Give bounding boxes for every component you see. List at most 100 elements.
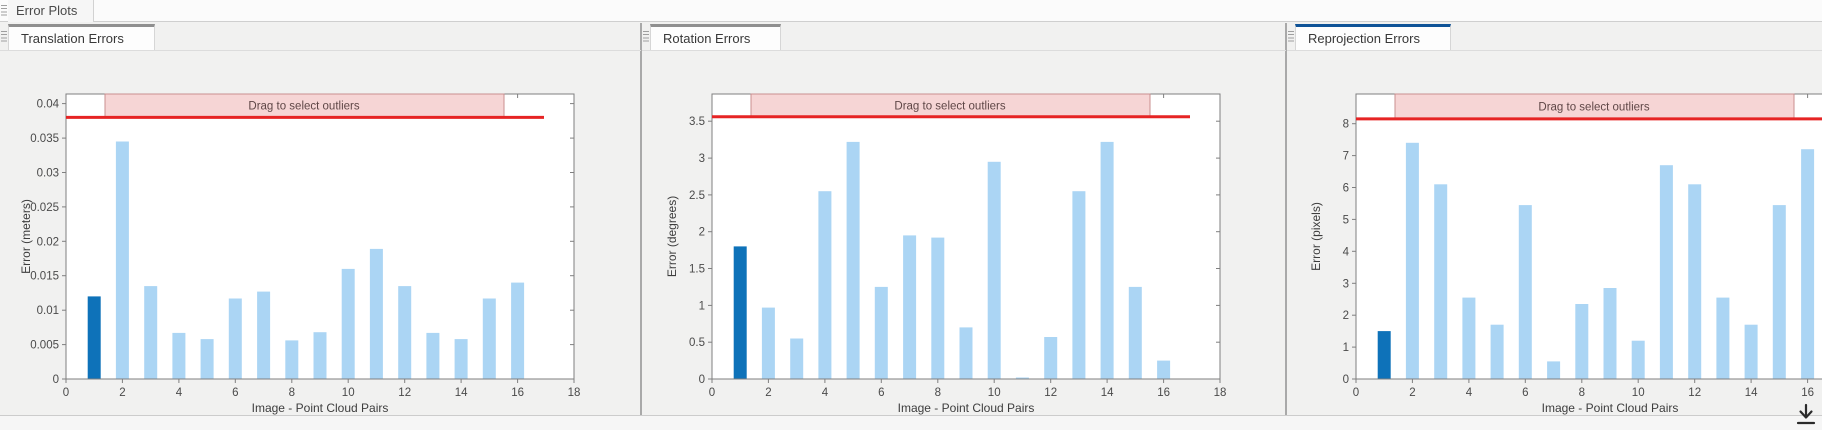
outlier-overlay-label: Drag to select outliers <box>248 101 359 113</box>
error-bar-pair-16[interactable] <box>1801 149 1815 379</box>
y-tick-label: 5 <box>1343 214 1349 226</box>
error-bar-pair-14[interactable] <box>1100 141 1114 379</box>
x-axis-label: Image - Point Cloud Pairs <box>898 401 1035 415</box>
error-bar-pair-12[interactable] <box>398 286 412 379</box>
error-bar-pair-1-selected[interactable] <box>1377 331 1391 379</box>
error-bar-pair-3[interactable] <box>144 286 158 379</box>
rotation-errors-chart-area: 0 2 4 6 8 10 12 14 16 18 0 0.5 1 1.5 2 2.5 3 3.5 Drag to s… <box>642 23 1286 415</box>
y-axis-label: Error (meters) <box>19 199 33 274</box>
error-bar-pair-4[interactable] <box>172 332 186 379</box>
error-bar-pair-9[interactable] <box>313 332 327 379</box>
reprojection-errors-chart-area: 024681012141618012345678Drag to select o… <box>1287 23 1822 415</box>
error-bar-pair-8[interactable] <box>285 340 299 379</box>
x-tick-label: 12 <box>398 387 411 399</box>
error-bar-pair-13[interactable] <box>1716 297 1730 379</box>
panel-translation-errors: Translation Errors 0 2 4 6 8 10 12 14 16 18 0 0.005… <box>0 23 641 415</box>
x-tick-label: 10 <box>1632 387 1645 399</box>
tab-reprojection-errors[interactable]: Reprojection Errors <box>1295 24 1451 50</box>
panel-grip-handle[interactable] <box>643 31 649 44</box>
y-tick-label: 8 <box>1343 119 1349 131</box>
error-bar-pair-4[interactable] <box>1462 297 1476 379</box>
x-tick-label: 18 <box>568 387 581 399</box>
error-bar-pair-7[interactable] <box>1547 361 1561 379</box>
error-bar-pair-2[interactable] <box>115 141 129 380</box>
translation-errors-chart: 0 2 4 6 8 10 12 14 16 18 0 0.005 0.01 0.015 0.02 0.025 0… <box>19 93 581 415</box>
error-bar-pair-7[interactable] <box>903 235 917 379</box>
x-tick-label: 12 <box>1044 387 1057 399</box>
error-bar-pair-10[interactable] <box>341 268 355 379</box>
export-download-icon[interactable] <box>1794 402 1818 428</box>
error-bar-pair-2[interactable] <box>761 307 775 379</box>
panel-splitter[interactable] <box>640 23 642 415</box>
error-bar-pair-1-selected[interactable] <box>733 246 747 379</box>
error-bar-pair-13[interactable] <box>426 332 440 379</box>
error-bar-pair-9[interactable] <box>1603 288 1617 379</box>
y-tick-label: 0.5 <box>689 337 705 349</box>
panel-splitter[interactable] <box>1285 23 1287 415</box>
error-bar-pair-2[interactable] <box>1405 142 1419 379</box>
outlier-selection-overlay[interactable] <box>1394 93 1795 120</box>
error-bar-pair-9[interactable] <box>959 327 973 379</box>
error-bar-pair-11[interactable] <box>1015 377 1029 380</box>
error-bar-pair-3[interactable] <box>790 338 804 380</box>
error-bar-pair-8[interactable] <box>1575 304 1589 379</box>
error-bar-pair-12[interactable] <box>1688 184 1702 379</box>
x-axis-label: Image - Point Cloud Pairs <box>252 401 389 415</box>
error-bar-pair-16[interactable] <box>1157 360 1171 379</box>
y-tick-label: 0.04 <box>37 99 60 111</box>
error-bar-pair-1-selected[interactable] <box>87 296 101 379</box>
y-tick-label: 3 <box>1343 278 1349 290</box>
error-bar-pair-5[interactable] <box>846 141 860 379</box>
tab-rotation-errors[interactable]: Rotation Errors <box>650 24 782 50</box>
panel-rotation-errors: Rotation Errors 0 2 4 6 8 10 12 14 16 18 0 0.5 1 1.5 2… <box>642 23 1286 415</box>
error-bar-pair-13[interactable] <box>1072 191 1086 379</box>
x-tick-label: 2 <box>765 387 771 399</box>
translation-errors-chart-area: 0 2 4 6 8 10 12 14 16 18 0 0.005 0.01 0.015 0.02 0.025 0… <box>0 23 641 415</box>
x-axis-label: Image - Point Cloud Pairs <box>1542 401 1679 415</box>
error-bar-pair-14[interactable] <box>454 339 468 379</box>
error-bar-pair-3[interactable] <box>1434 184 1448 379</box>
x-tick-label: 0 <box>1353 387 1359 399</box>
error-bar-pair-15[interactable] <box>482 298 496 380</box>
tab-error-plots[interactable]: Error Plots <box>8 0 95 22</box>
status-bar <box>0 415 1822 430</box>
y-tick-label: 4 <box>1343 246 1350 258</box>
y-tick-label: 7 <box>1343 151 1349 163</box>
y-tick-label: 2 <box>1343 310 1349 322</box>
error-bar-pair-14[interactable] <box>1744 324 1758 379</box>
error-bar-pair-5[interactable] <box>1490 324 1504 379</box>
error-bar-pair-7[interactable] <box>257 291 271 379</box>
panel-grip-handle[interactable] <box>1288 31 1294 44</box>
x-tick-label: 8 <box>289 387 295 399</box>
y-axis-label: Error (degrees) <box>665 196 679 277</box>
error-bar-pair-10[interactable] <box>987 161 1001 379</box>
y-tick-label: 0.03 <box>37 168 59 180</box>
error-bar-pair-15[interactable] <box>1772 205 1786 379</box>
panel-grip-handle[interactable] <box>1 31 7 44</box>
plot-background[interactable] <box>1356 94 1822 379</box>
tab-row-divider <box>0 50 641 51</box>
outlier-overlay-label: Drag to select outliers <box>894 100 1005 112</box>
y-tick-label: 0.035 <box>30 133 59 145</box>
y-tick-label: 0.015 <box>30 271 59 283</box>
tab-translation-errors[interactable]: Translation Errors <box>8 24 155 50</box>
x-tick-label: 6 <box>1522 387 1528 399</box>
x-tick-label: 14 <box>1745 387 1758 399</box>
error-bar-pair-6[interactable] <box>874 286 888 379</box>
error-bar-pair-6[interactable] <box>228 298 242 380</box>
x-tick-label: 14 <box>455 387 468 399</box>
error-bar-pair-5[interactable] <box>200 339 214 379</box>
x-tick-label: 4 <box>1466 387 1473 399</box>
error-bar-pair-16[interactable] <box>511 282 525 379</box>
window-grip-handle[interactable] <box>1 5 7 18</box>
error-bar-pair-8[interactable] <box>931 237 945 379</box>
error-bar-pair-11[interactable] <box>1659 165 1673 379</box>
error-bar-pair-6[interactable] <box>1518 205 1532 379</box>
error-bar-pair-10[interactable] <box>1631 340 1645 379</box>
error-bar-pair-12[interactable] <box>1044 337 1058 379</box>
error-bar-pair-15[interactable] <box>1128 286 1142 379</box>
y-tick-label: 1.5 <box>689 264 705 276</box>
error-bar-pair-4[interactable] <box>818 191 832 379</box>
error-bar-pair-11[interactable] <box>369 248 383 379</box>
y-tick-label: 1 <box>1343 342 1349 354</box>
